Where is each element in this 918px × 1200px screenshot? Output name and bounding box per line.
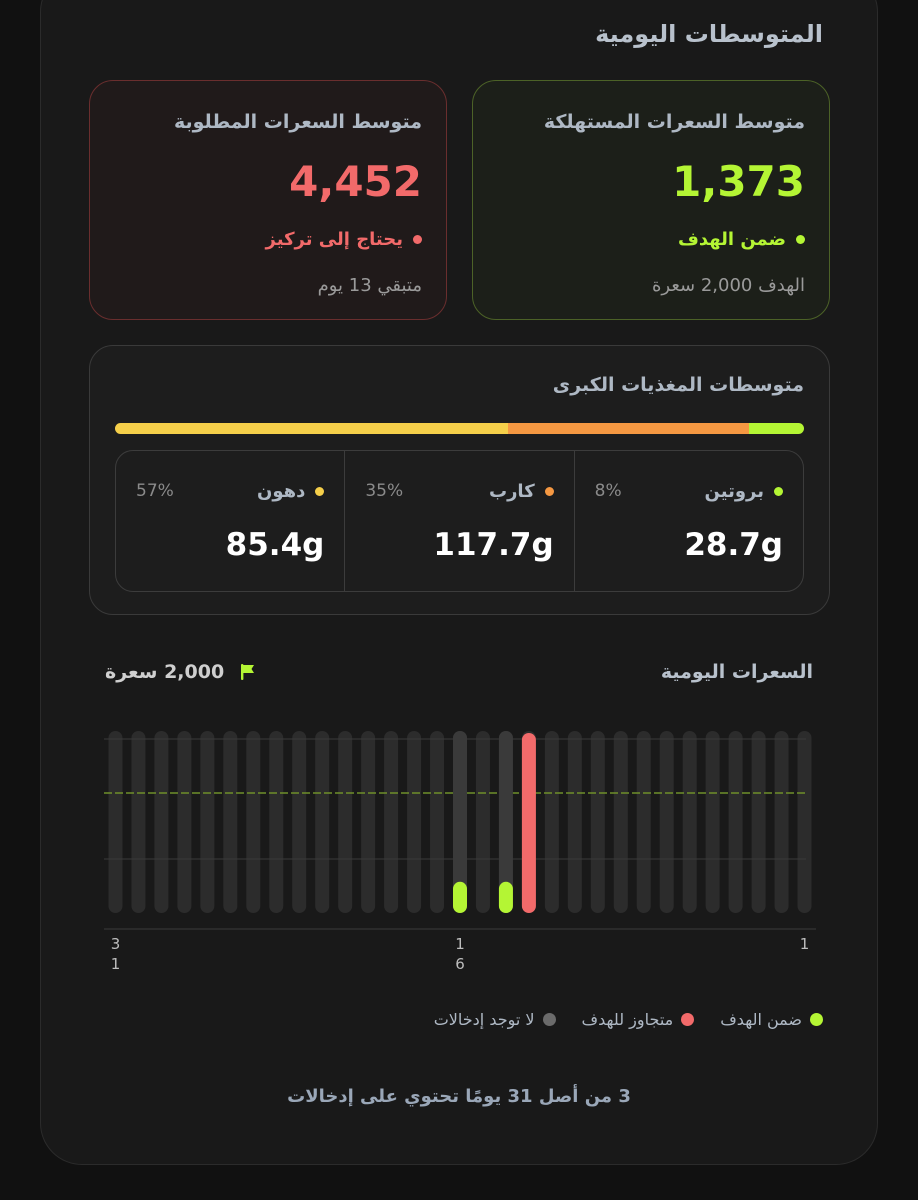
macro-carb[interactable]: كارب 35% 117.7g — [344, 451, 573, 591]
status-dot — [796, 235, 805, 244]
flag-icon — [241, 664, 255, 680]
macro-protein-pct: 8% — [594, 481, 622, 501]
day-track — [223, 731, 238, 913]
day-track — [751, 731, 766, 913]
status-dot — [413, 235, 422, 244]
calorie-bar — [453, 881, 467, 913]
required-status-text: يحتاج إلى تركيز — [265, 229, 403, 250]
day-track — [108, 731, 123, 913]
goal-label: 2,000 سعرة — [105, 661, 256, 683]
day-track — [659, 731, 674, 913]
x-tick-label: 3 — [111, 935, 121, 953]
day-track — [200, 731, 215, 913]
legend-within-dot — [810, 1013, 823, 1026]
consumed-goal-text: الهدف 2,000 سعرة — [651, 275, 805, 296]
day-track-active — [498, 731, 513, 913]
macro-protein-value: 28.7g — [684, 527, 783, 563]
macro-fat-label: دهون — [256, 481, 306, 502]
protein-dot — [774, 487, 783, 496]
macro-fat[interactable]: دهون 57% 85.4g — [116, 451, 344, 591]
day-track — [246, 731, 261, 913]
day-track — [384, 731, 399, 913]
entries-summary: 3 من أصل 31 يومًا تحتوي على إدخالات — [287, 1086, 631, 1107]
x-tick-label: 1 — [111, 955, 121, 973]
chart-legend: ضمن الهدف متجاوز للهدف لا توجد إدخالات — [434, 1010, 823, 1029]
x-tick-label: 1 — [800, 935, 810, 953]
consumed-label: متوسط السعرات المستهلكة — [543, 111, 805, 133]
consumed-status: ضمن الهدف — [678, 229, 805, 250]
consumed-calories-card[interactable]: متوسط السعرات المستهلكة 1,373 ضمن الهدف … — [472, 80, 830, 320]
legend-within: ضمن الهدف — [720, 1010, 823, 1029]
macro-fat-name: دهون — [256, 481, 325, 502]
macro-carb-value: 117.7g — [433, 527, 554, 563]
protein-segment — [748, 423, 804, 434]
required-calories-card[interactable]: متوسط السعرات المطلوبة 4,452 يحتاج إلى ت… — [89, 80, 447, 320]
x-tick-label: 1 — [455, 935, 465, 953]
macros-card: متوسطات المغذيات الكبرى بروتين 8% 28.7g … — [89, 345, 830, 615]
legend-empty-dot — [542, 1013, 556, 1026]
macro-fat-pct: 57% — [136, 481, 174, 501]
day-track — [567, 731, 582, 913]
macros-title: متوسطات المغذيات الكبرى — [552, 374, 804, 396]
day-track — [292, 731, 307, 913]
fat-segment — [115, 423, 508, 434]
day-track — [177, 731, 192, 913]
required-label: متوسط السعرات المطلوبة — [173, 111, 422, 133]
day-track — [797, 731, 812, 913]
day-track — [338, 731, 353, 913]
day-track — [774, 731, 789, 913]
day-track — [613, 731, 628, 913]
day-track — [590, 731, 605, 913]
macro-protein[interactable]: بروتين 8% 28.7g — [573, 451, 803, 591]
goal-value: 2,000 سعرة — [105, 661, 225, 683]
day-track — [154, 731, 169, 913]
legend-over-label: متجاوز للهدف — [581, 1010, 674, 1029]
daily-calories-title: السعرات اليومية — [660, 661, 813, 683]
carb-segment — [507, 423, 749, 434]
consumed-value: 1,373 — [672, 157, 805, 206]
legend-empty-label: لا توجد إدخالات — [433, 1010, 535, 1029]
macro-fat-value: 85.4g — [225, 527, 325, 563]
macro-carb-name: كارب — [489, 481, 554, 502]
macro-carb-label: كارب — [488, 481, 535, 502]
fat-dot — [315, 487, 325, 496]
macro-protein-name: بروتين — [705, 481, 783, 502]
macros-grid: بروتين 8% 28.7g كارب 35% 117.7g دهون 57%… — [115, 450, 804, 592]
day-track — [475, 731, 490, 913]
day-track — [315, 731, 330, 913]
required-status: يحتاج إلى تركيز — [266, 229, 422, 250]
day-track — [407, 731, 422, 913]
section-title: المتوسطات اليومية — [595, 20, 823, 48]
day-track — [544, 731, 559, 913]
legend-empty: لا توجد إدخالات — [434, 1010, 556, 1029]
calorie-bar — [521, 733, 536, 913]
calorie-bar — [498, 881, 513, 913]
day-track — [728, 731, 743, 913]
remaining-days-text: متبقي 13 يوم — [317, 275, 422, 296]
x-tick-label: 6 — [455, 955, 465, 973]
day-track — [682, 731, 697, 913]
day-track-active — [453, 731, 467, 913]
day-track — [361, 731, 376, 913]
macro-protein-label: بروتين — [704, 481, 764, 502]
required-value: 4,452 — [289, 157, 422, 206]
legend-over-dot — [681, 1013, 695, 1026]
day-track — [636, 731, 651, 913]
carb-dot — [544, 487, 554, 496]
legend-within-label: ضمن الهدف — [720, 1010, 802, 1029]
day-track — [131, 731, 146, 913]
macro-carb-pct: 35% — [365, 481, 404, 501]
legend-over: متجاوز للهدف — [582, 1010, 695, 1029]
day-track — [705, 731, 720, 913]
consumed-status-text: ضمن الهدف — [677, 229, 786, 250]
day-track — [430, 731, 445, 913]
macros-distribution-bar — [115, 423, 804, 434]
day-track — [269, 731, 284, 913]
